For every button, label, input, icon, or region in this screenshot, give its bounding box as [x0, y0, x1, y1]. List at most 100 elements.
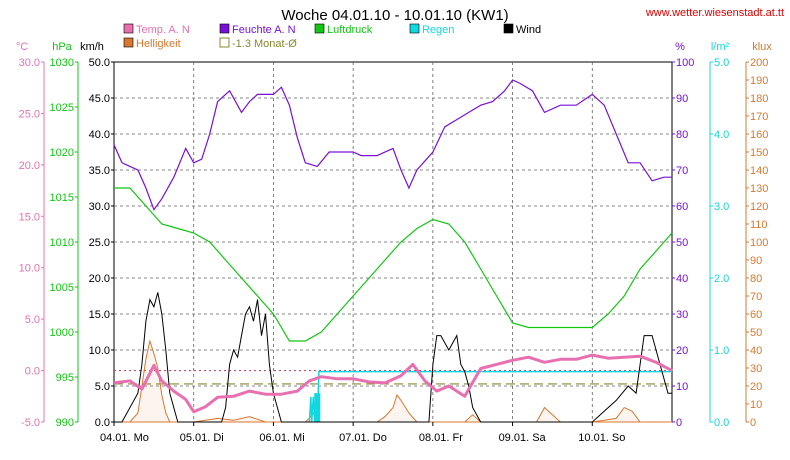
axis-title-rain: l/m² [711, 41, 730, 53]
axis-tick-label-brightness: 20 [750, 381, 762, 393]
series-rain [308, 370, 672, 423]
legend-swatch-monthly_avg [219, 37, 230, 48]
axis-tick-label-rain: 5.0 [714, 57, 729, 69]
axis-tick-label-pressure: 1010 [50, 237, 74, 249]
x-tick-label: 06.01. Mi [259, 432, 304, 444]
axis-tick-label-temp: -5.0 [21, 417, 40, 429]
axis-tick-label-wind: 10.0 [89, 345, 110, 357]
axis-title-temp: °C [16, 41, 28, 53]
axis-tick-label-brightness: 150 [750, 147, 768, 159]
axis-tick-label-temp: 0.0 [25, 366, 40, 378]
rain-bar [314, 393, 321, 422]
axis-tick-label-humidity: 60 [676, 201, 688, 213]
axis-tick-label-brightness: 130 [750, 183, 768, 195]
x-tick-label: 05.01. Di [180, 432, 224, 444]
axis-tick-label-pressure: 1025 [50, 102, 74, 114]
axis-tick-label-brightness: 40 [750, 345, 762, 357]
axis-tick-label-humidity: 0 [676, 417, 682, 429]
axis-tick-label-pressure: 995 [56, 372, 74, 384]
axis-tick-label-wind: 45.0 [89, 93, 110, 105]
legend-label-humidity: Feuchte A. N [232, 24, 296, 36]
series-temp [113, 353, 673, 414]
legend-label-rain: Regen [422, 24, 454, 36]
axis-tick-label-brightness: 180 [750, 93, 768, 105]
x-tick-label: 10.01. So [578, 432, 625, 444]
legend-swatch-humidity [219, 23, 230, 34]
axis-title-wind: km/h [80, 41, 104, 53]
grid [114, 62, 672, 422]
axis-tick-label-humidity: 30 [676, 309, 688, 321]
axis-tick-label-pressure: 1015 [50, 192, 74, 204]
axis-tick-label-pressure: 1020 [50, 147, 74, 159]
axis-tick-label-brightness: 190 [750, 75, 768, 87]
axis-tick-label-rain: 2.0 [714, 273, 729, 285]
axis-tick-label-brightness: 120 [750, 201, 768, 213]
axis-tick-label-rain: 3.0 [714, 201, 729, 213]
legend-swatch-temp [123, 23, 134, 34]
axis-tick-label-wind: 15.0 [89, 309, 110, 321]
legend-label-pressure: Luftdruck [327, 24, 373, 36]
axis-tick-label-wind: 35.0 [89, 165, 110, 177]
axis-tick-label-rain: 1.0 [714, 345, 729, 357]
axis-tick-label-humidity: 40 [676, 273, 688, 285]
series-humidity [113, 79, 672, 211]
axis-tick-label-temp: 10.0 [19, 263, 40, 275]
axis-tick-label-humidity: 10 [676, 381, 688, 393]
series-pressure [114, 187, 673, 342]
x-tick-label: 09.01. Sa [499, 432, 547, 444]
axis-tick-label-brightness: 200 [750, 57, 768, 69]
legend-swatch-rain [409, 23, 420, 34]
axis-tick-label-humidity: 100 [676, 57, 694, 69]
chart-title: Woche 04.01.10 - 10.01.10 (KW1) [281, 7, 508, 24]
axis-tick-label-brightness: 10 [750, 399, 762, 411]
axis-tick-label-wind: 30.0 [89, 201, 110, 213]
axis-tick-label-wind: 40.0 [89, 129, 110, 141]
axis-tick-label-wind: 25.0 [89, 237, 110, 249]
x-tick-label: 07.01. Do [339, 432, 387, 444]
axis-tick-label-temp: 20.0 [19, 160, 40, 172]
axis-tick-label-temp: 25.0 [19, 108, 40, 120]
axis-tick-label-humidity: 70 [676, 165, 688, 177]
series-wind [114, 292, 672, 423]
axis-titles: °C hPa km/h% l/m² klux [16, 41, 772, 53]
axis-tick-label-temp: 30.0 [19, 57, 40, 69]
axis-tick-label-brightness: 50 [750, 327, 762, 339]
axis-tick-label-wind: 50.0 [89, 57, 110, 69]
axis-tick-label-brightness: 60 [750, 309, 762, 321]
axes: 30.0 25.0 20.0 15.0 10.0 5.0 0.0 -5.0 10 30 1025 10… [19, 57, 769, 429]
axis-title-pressure: hPa [52, 41, 72, 53]
legend-label-monthly_avg: -1.3 Monat-Ø [232, 38, 297, 50]
axis-tick-label-temp: 15.0 [19, 211, 40, 223]
axis-tick-label-brightness: 0 [750, 417, 756, 429]
axis-tick-label-wind: 0.0 [95, 417, 110, 429]
legend-label-wind: Wind [516, 24, 541, 36]
axis-tick-label-rain: 0.0 [714, 417, 729, 429]
legend-label-temp: Temp. A. N [136, 24, 190, 36]
axis-tick-label-brightness: 100 [750, 237, 768, 249]
axis-tick-label-humidity: 50 [676, 237, 688, 249]
legend: Temp. A. N Feuchte A. N Luftdruck Regen Wind… [123, 23, 541, 50]
axis-tick-label-brightness: 90 [750, 255, 762, 267]
axis-tick-label-wind: 5.0 [95, 381, 110, 393]
axis-tick-label-rain: 4.0 [714, 129, 729, 141]
axis-tick-label-pressure: 1000 [50, 327, 74, 339]
axis-tick-label-humidity: 20 [676, 345, 688, 357]
axis-tick-label-pressure: 990 [56, 417, 74, 429]
x-tick-label: 08.01. Fr [419, 432, 463, 444]
axis-tick-label-brightness: 30 [750, 363, 762, 375]
legend-swatch-pressure [314, 23, 325, 34]
x-axis-labels: 04.01. Mo 05.01. Di 06.01. Mi 07.01. Do 08.0… [100, 422, 625, 444]
axis-tick-label-brightness: 80 [750, 273, 762, 285]
website-link[interactable]: www.wetter.wiesenstadt.at.tt [645, 7, 784, 19]
x-tick-label: 04.01. Mo [100, 432, 149, 444]
axis-tick-label-humidity: 90 [676, 93, 688, 105]
axis-tick-label-brightness: 170 [750, 111, 768, 123]
axis-tick-label-humidity: 80 [676, 129, 688, 141]
axis-tick-label-brightness: 110 [750, 219, 768, 231]
axis-tick-label-temp: 5.0 [25, 314, 40, 326]
legend-swatch-brightness [123, 37, 134, 48]
axis-tick-label-brightness: 140 [750, 165, 768, 177]
axis-tick-label-brightness: 70 [750, 291, 762, 303]
axis-tick-label-pressure: 1005 [50, 282, 74, 294]
